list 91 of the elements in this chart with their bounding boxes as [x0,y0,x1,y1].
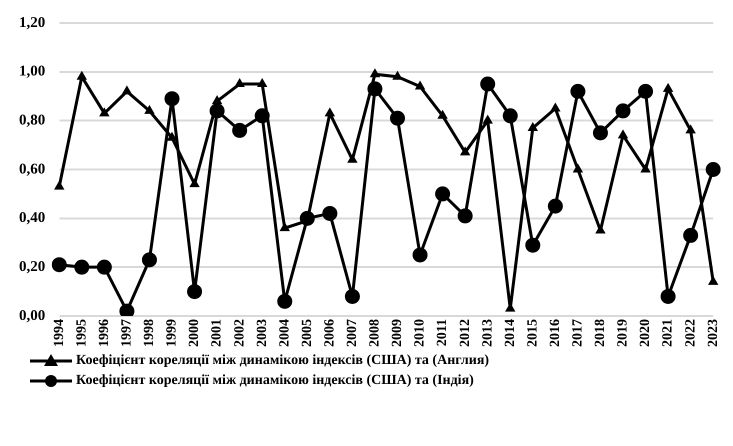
x-tick-label: 2012 [458,319,473,347]
point [99,107,110,116]
x-tick-label: 2002 [232,319,248,347]
point [212,95,222,104]
point [683,228,698,243]
x-tick-label: 2001 [210,319,225,347]
x-tick-label: 2008 [368,319,383,347]
point [370,68,380,78]
y-tick-label: 0,40 [19,210,46,226]
x-tick-label: 1996 [96,319,112,347]
point [570,84,586,99]
point [437,110,448,119]
y-tick-label: 0,80 [19,112,46,129]
point [234,78,245,88]
point [480,76,496,92]
x-tick-label: 2022 [683,319,698,347]
point [322,206,338,221]
point [525,238,540,253]
x-tick-label: 1999 [164,319,180,347]
point [460,146,470,156]
x-tick-label: 2013 [480,319,496,347]
x-tick-label: 2019 [616,319,631,347]
x-tick-label: 1994 [52,319,67,347]
x-tick-label: 2000 [187,319,202,347]
point [122,85,132,94]
point [616,103,630,118]
point [54,180,64,190]
x-tick-label: 2007 [345,319,360,347]
x-tick-label: 2014 [502,319,518,347]
point [187,284,202,300]
point [685,124,696,134]
point [347,154,358,163]
point [706,162,721,177]
point [595,224,606,234]
x-tick-label: 2018 [593,319,608,347]
point [52,257,67,272]
x-tick-label: 1997 [120,319,135,347]
x-tick-label: 2004 [277,319,292,347]
point [164,91,180,106]
point [257,78,268,88]
point [142,252,157,268]
legend-label: Коефіцієнт кореляції між динамікою індексів (США) та (Англия) [76,352,490,370]
point [280,222,290,232]
point [392,70,403,80]
point [390,110,405,126]
point [482,114,493,124]
point [344,288,360,304]
point [74,260,90,275]
point [550,102,561,112]
x-tick-label: 2021 [660,319,676,347]
point [638,84,654,99]
x-tick-label: 2020 [638,319,654,347]
point [458,208,473,224]
point [76,70,87,80]
x-tick-label: 1995 [74,319,90,347]
y-tick-label: 1,20 [19,14,46,31]
point [435,186,450,202]
point [414,80,426,90]
y-tick-label: 0,20 [19,259,46,276]
y-tick-label: 0,60 [19,161,46,178]
y-tick-label: 1,00 [19,64,46,80]
point [502,108,518,124]
point [662,82,674,92]
point [96,260,112,275]
legend-label: Коефіцієнт кореляції між динамікою індексів (США) та (Індія) [76,372,474,390]
point [708,276,718,285]
x-tick-label: 2015 [525,319,540,347]
point [189,178,200,188]
x-tick-label: 2006 [322,319,338,347]
point [660,288,676,304]
x-tick-label: 2005 [300,319,315,347]
x-tick-label: 2003 [254,319,270,347]
point [232,122,248,138]
x-tick-label: 2011 [435,319,450,346]
point [528,122,538,131]
x-tick-label: 1998 [142,319,158,347]
x-tick-label: 2023 [706,319,721,347]
point [592,125,608,140]
point [640,164,651,172]
point [144,104,155,114]
point [412,247,428,262]
x-tick-label: 2010 [412,319,428,347]
point [572,164,584,172]
y-tick-label: 0,00 [19,308,46,324]
point [324,107,336,116]
x-tick-label: 2017 [570,319,586,347]
x-tick-label: 2016 [548,319,563,347]
point [548,198,563,214]
point [618,129,628,138]
x-tick-label: 2009 [390,319,406,347]
point [277,294,292,309]
